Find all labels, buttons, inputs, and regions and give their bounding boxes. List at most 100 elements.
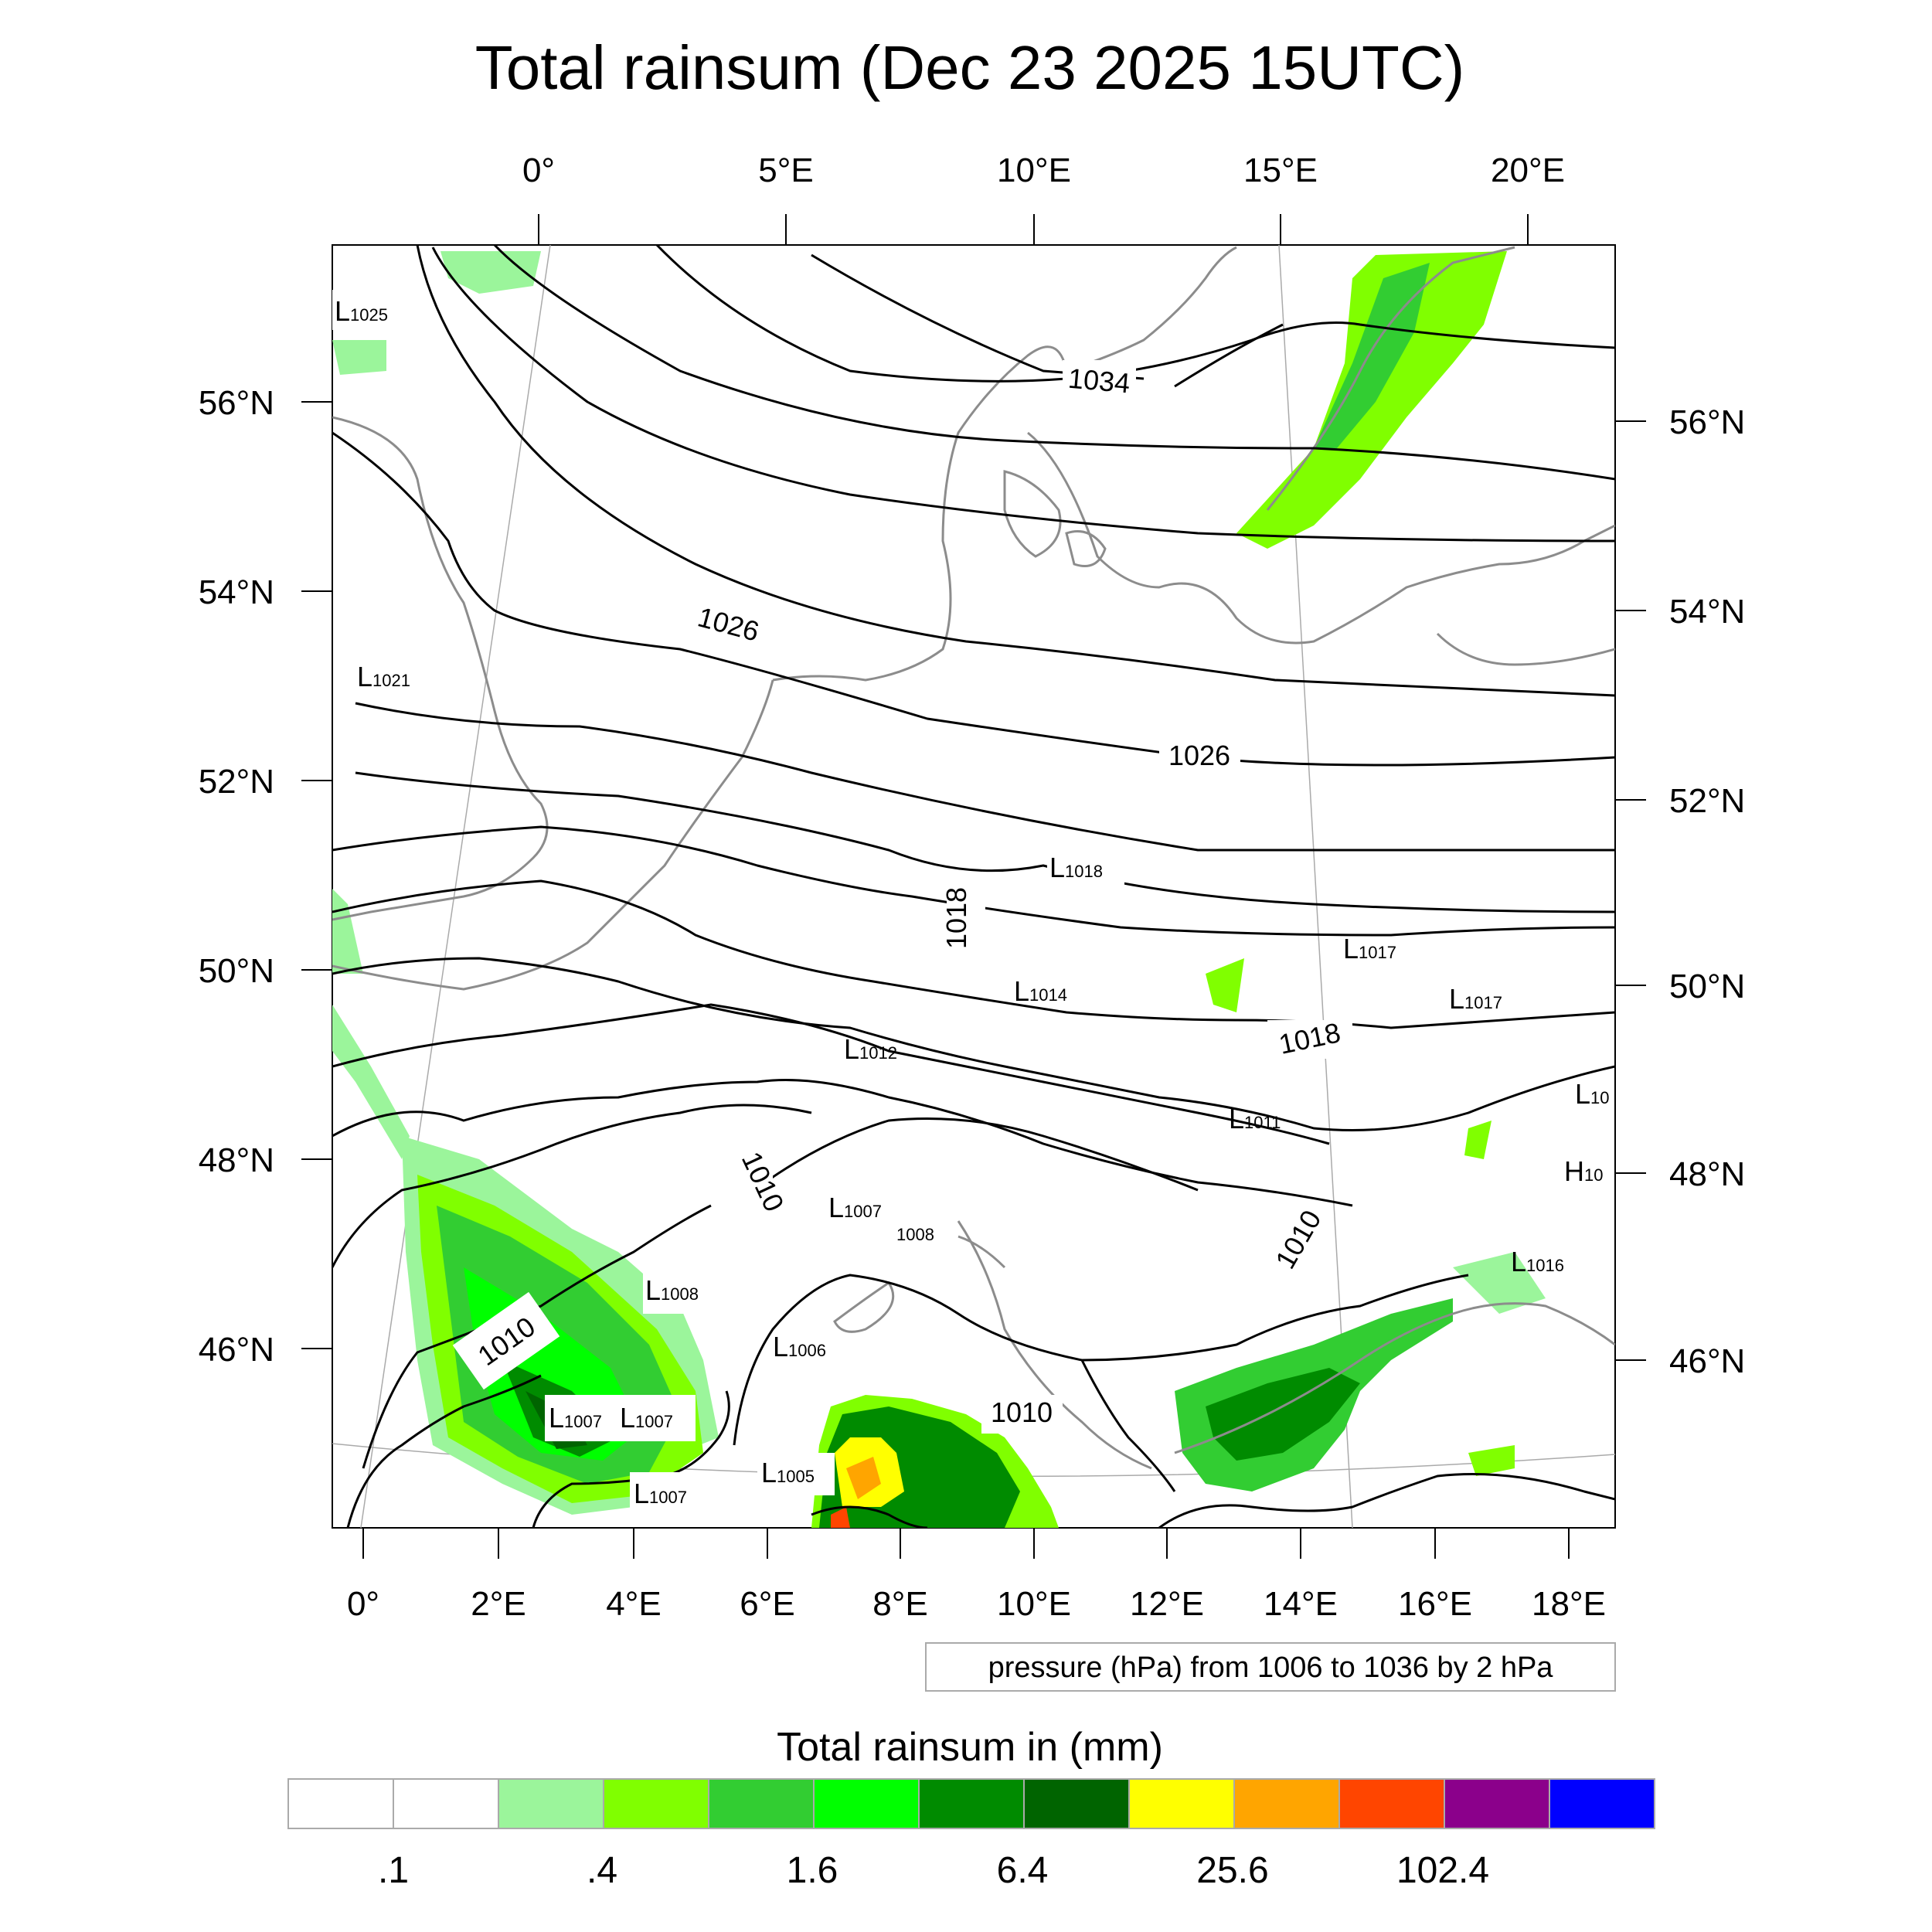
svg-text:L1007: L1007 [549, 1402, 602, 1434]
colorbar-cell [1444, 1778, 1550, 1829]
right-lat-tick: 50°N [1669, 968, 1745, 1005]
svg-text:H10: H10 [1564, 1155, 1603, 1187]
pressure-center: L1007 [630, 1472, 707, 1515]
svg-text:L1012: L1012 [844, 1033, 897, 1065]
pressure-center: L1017 [1343, 933, 1396, 964]
svg-text:1008: 1008 [896, 1225, 934, 1244]
svg-text:L1025: L1025 [335, 295, 388, 327]
pressure-center: L1018 [1047, 846, 1124, 886]
colorbar-label: 6.4 [997, 1850, 1049, 1891]
map-title: Total rainsum (Dec 23 2025 15UTC) [475, 33, 1465, 102]
pressure-center: L1005 [757, 1453, 835, 1495]
colorbar-title: Total rainsum in (mm) [777, 1725, 1163, 1770]
colorbar-label: 102.4 [1396, 1850, 1489, 1891]
pressure-center: L1012 [844, 1033, 897, 1065]
svg-text:L1008: L1008 [645, 1274, 699, 1306]
left-lat-tick: 46°N [199, 1331, 274, 1369]
colorbar-label: .4 [587, 1850, 617, 1891]
pressure-centers: L1025 L1021 L1018 L1017 L1017 L1014 L101… [332, 290, 1610, 1515]
left-lat-tick: 48°N [199, 1141, 274, 1179]
svg-text:L1016: L1016 [1511, 1246, 1564, 1277]
svg-text:L1007: L1007 [620, 1402, 673, 1434]
bottom-lon-tick: 2°E [471, 1585, 526, 1623]
top-lon-tick: 20°E [1491, 151, 1565, 189]
svg-text:L1017: L1017 [1343, 933, 1396, 964]
pressure-info-box [925, 1642, 1616, 1692]
bottom-lon-tick: 8°E [872, 1585, 927, 1623]
colorbar-cell [1023, 1778, 1130, 1829]
right-latitude-axis: 56°N 54°N 52°N 50°N 48°N 46°N [1615, 403, 1745, 1380]
isobars [332, 245, 1615, 1528]
contour-label-1018-north: 1018 [940, 887, 972, 949]
svg-text:L1006: L1006 [773, 1331, 826, 1362]
top-lon-tick: 5°E [758, 151, 813, 189]
pressure-center: 1008 [896, 1225, 934, 1244]
bottom-lon-tick: 6°E [740, 1585, 794, 1623]
contour-label-1026-east: 1026 [1168, 740, 1230, 771]
left-lat-tick: 56°N [199, 384, 274, 422]
bottom-longitude-axis: 0° 2°E 4°E 6°E 8°E 10°E 12°E 14°E 16°E 1… [347, 1528, 1606, 1623]
pressure-center: L1006 [773, 1331, 826, 1362]
right-lat-tick: 46°N [1669, 1342, 1745, 1380]
colorbar [287, 1778, 1655, 1829]
pressure-center: L10 [1575, 1078, 1610, 1110]
svg-text:L1014: L1014 [1014, 975, 1067, 1007]
top-lon-tick: 15°E [1243, 151, 1318, 189]
left-lat-tick: 54°N [199, 573, 274, 611]
colorbar-cell [603, 1778, 709, 1829]
bottom-lon-tick: 12°E [1130, 1585, 1204, 1623]
pressure-center: L1008 [643, 1267, 720, 1314]
precip-alps [811, 1395, 1059, 1528]
contour-label-1034: 1034 [1067, 362, 1131, 400]
pressure-center: L1007 [545, 1395, 622, 1441]
pressure-center: L1017 [1449, 983, 1502, 1015]
bottom-lon-tick: 10°E [997, 1585, 1071, 1623]
svg-text:L1011: L1011 [1229, 1103, 1281, 1134]
pressure-center: L1011 [1229, 1103, 1281, 1134]
svg-text:L1021: L1021 [357, 661, 410, 692]
colorbar-cell [708, 1778, 815, 1829]
colorbar-cell [393, 1778, 499, 1829]
pressure-center: L1021 [355, 657, 433, 697]
svg-text:L1005: L1005 [761, 1457, 815, 1488]
pressure-center: L1016 [1511, 1246, 1564, 1277]
colorbar-cell [918, 1778, 1025, 1829]
contour-labels: 1034 1026 1026 1018 1018 1010 1010 1010 … [452, 360, 1352, 1434]
right-lat-tick: 54°N [1669, 593, 1745, 631]
svg-text:L1007: L1007 [634, 1478, 687, 1509]
svg-text:L1018: L1018 [1049, 852, 1103, 883]
left-latitude-axis: 56°N 54°N 52°N 50°N 48°N 46°N [199, 384, 332, 1369]
bottom-lon-tick: 14°E [1264, 1585, 1338, 1623]
svg-text:L10: L10 [1575, 1078, 1610, 1110]
bottom-lon-tick: 16°E [1398, 1585, 1472, 1623]
bottom-lon-tick: 18°E [1532, 1585, 1606, 1623]
colorbar-label: 25.6 [1196, 1850, 1268, 1891]
top-lon-tick: 10°E [997, 151, 1071, 189]
colorbar-cell [1338, 1778, 1445, 1829]
colorbar-labels: .1 .4 1.6 6.4 25.6 102.4 [378, 1850, 1489, 1891]
coastlines [332, 246, 1615, 1470]
pressure-info-text: pressure (hPa) from 1006 to 1036 by 2 hP… [988, 1651, 1554, 1684]
colorbar-label: .1 [378, 1850, 409, 1891]
right-lat-tick: 52°N [1669, 782, 1745, 820]
contour-label-1010-alps: 1010 [991, 1396, 1053, 1428]
bottom-lon-tick: 0° [347, 1585, 379, 1623]
bottom-lon-tick: 4°E [606, 1585, 661, 1623]
colorbar-cell [498, 1778, 604, 1829]
pressure-center: L1007 [618, 1395, 696, 1441]
colorbar-cell [1233, 1778, 1340, 1829]
pressure-center: L1025 [332, 290, 410, 330]
colorbar-cell [1128, 1778, 1235, 1829]
pressure-center: H10 [1564, 1155, 1603, 1187]
right-lat-tick: 48°N [1669, 1155, 1745, 1193]
svg-text:L1007: L1007 [828, 1192, 882, 1223]
right-lat-tick: 56°N [1669, 403, 1745, 441]
top-longitude-axis: 0° 5°E 10°E 15°E 20°E [522, 151, 1565, 245]
colorbar-cell [287, 1778, 394, 1829]
pressure-center: L1014 [1014, 975, 1067, 1007]
colorbar-cell [813, 1778, 920, 1829]
left-lat-tick: 50°N [199, 952, 274, 990]
top-lon-tick: 0° [522, 151, 555, 189]
pressure-center: L1007 [828, 1192, 882, 1223]
